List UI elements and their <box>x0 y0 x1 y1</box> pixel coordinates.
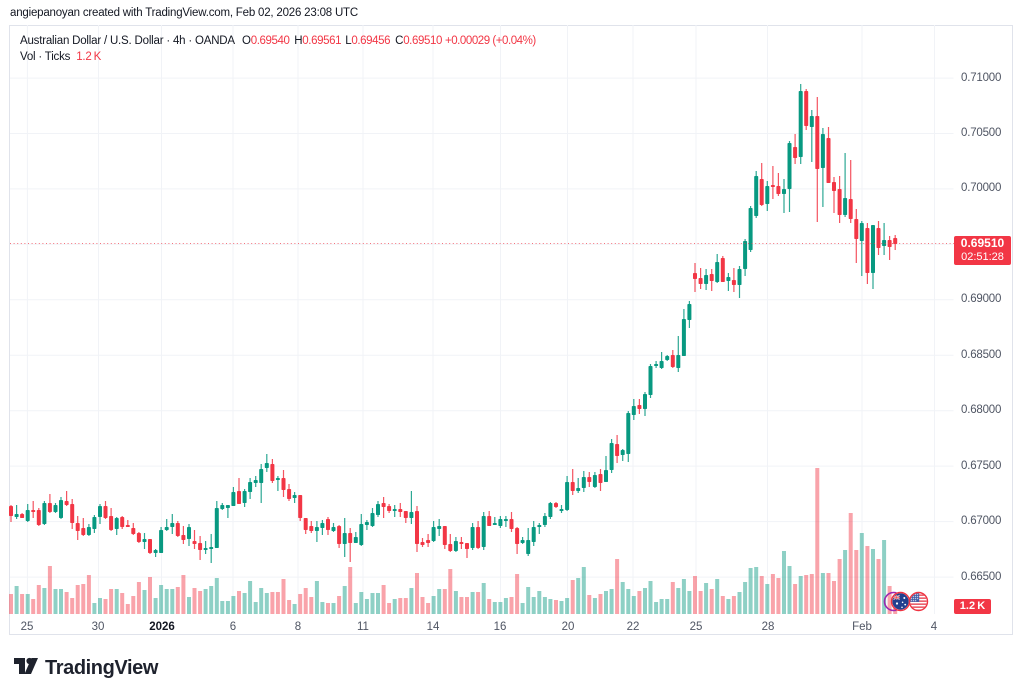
svg-text:TradingView: TradingView <box>45 657 159 679</box>
